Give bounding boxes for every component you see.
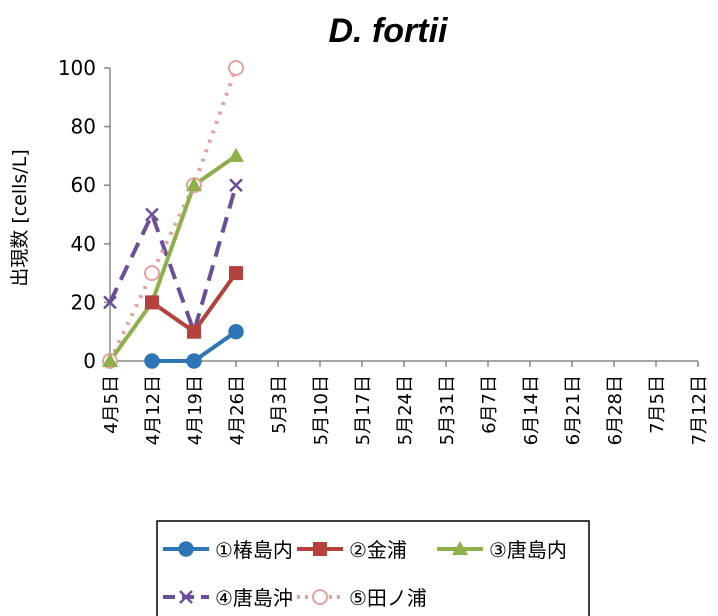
legend-label-1: ①椿島内 [215, 538, 293, 562]
x-tick-label: 7月12日 [689, 375, 710, 445]
x-tick-label: 7月5日 [647, 375, 668, 434]
legend-box [156, 520, 590, 616]
series-line-3 [108, 154, 238, 363]
y-tick-label: 40 [71, 232, 96, 256]
data-point-series-4-stroke [229, 178, 243, 193]
data-point-series-4-stroke [145, 207, 159, 222]
x-tick-label: 5月17日 [353, 375, 374, 445]
data-point-series-1 [228, 323, 244, 340]
series-line-2 [150, 271, 238, 334]
data-point-series-2 [187, 324, 201, 339]
data-point-series-2 [229, 266, 243, 281]
x-tick-label: 6月7日 [479, 375, 500, 434]
legend-label-5: ⑤田ノ浦 [349, 586, 427, 610]
x-tick-label: 5月24日 [395, 375, 416, 445]
legend-marker-1 [178, 541, 194, 557]
x-tick-label: 5月10日 [311, 375, 332, 445]
data-point-series-4 [229, 178, 243, 193]
x-tick-label: 5月3日 [269, 375, 290, 434]
data-point-series-3 [102, 353, 118, 367]
x-tick-label: 5月31日 [437, 375, 458, 445]
data-point-series-2 [145, 295, 159, 310]
series-line-4 [108, 184, 238, 334]
y-tick-label: 60 [71, 173, 96, 197]
data-point-series-3 [228, 147, 244, 162]
legend: ①椿島内 ②金浦 ③唐島内 ④唐島沖 ⑤田ノ浦 [156, 520, 590, 616]
y-tick-label: 80 [71, 115, 96, 139]
legend-marker-5 [312, 589, 328, 605]
y-tick-label: 20 [71, 290, 96, 314]
plot-area: 0 20 40 60 80 100 4月5日 4月12日 4月19日 4月26日 5月3日 5月10日… [58, 56, 710, 445]
chart-title: D. fortii [329, 12, 450, 50]
x-tick-label: 6月14日 [521, 375, 542, 445]
x-tick-label: 4月12日 [143, 375, 164, 445]
x-tick-label: 4月5日 [101, 375, 122, 434]
x-tick-label: 4月19日 [185, 375, 206, 445]
legend-marker-3 [452, 541, 468, 555]
x-tick-label: 6月28日 [605, 375, 626, 445]
data-point-series-4 [145, 207, 159, 222]
data-point-series-5 [144, 265, 160, 282]
data-point-series-1 [186, 353, 202, 369]
y-tick-label: 100 [58, 56, 96, 80]
data-point-series-4 [103, 295, 117, 310]
y-axis-label: 出現数 [cells/L] [9, 149, 31, 286]
data-point-series-4-stroke [103, 295, 117, 310]
data-point-series-1 [144, 353, 160, 369]
legend-marker-4-stroke [179, 590, 193, 604]
data-point-series-3 [186, 177, 202, 192]
legend-label-3: ③唐島内 [489, 538, 567, 562]
x-tick-label: 4月26日 [227, 375, 248, 445]
data-point-series-5 [228, 60, 244, 76]
legend-label-4: ④唐島沖 [215, 586, 293, 610]
legend-marker-2 [313, 542, 327, 556]
legend-label-2: ②金浦 [349, 538, 407, 562]
y-tick-label: 0 [83, 349, 96, 373]
legend-marker-4 [179, 590, 193, 604]
x-tick-label: 6月21日 [563, 375, 584, 445]
